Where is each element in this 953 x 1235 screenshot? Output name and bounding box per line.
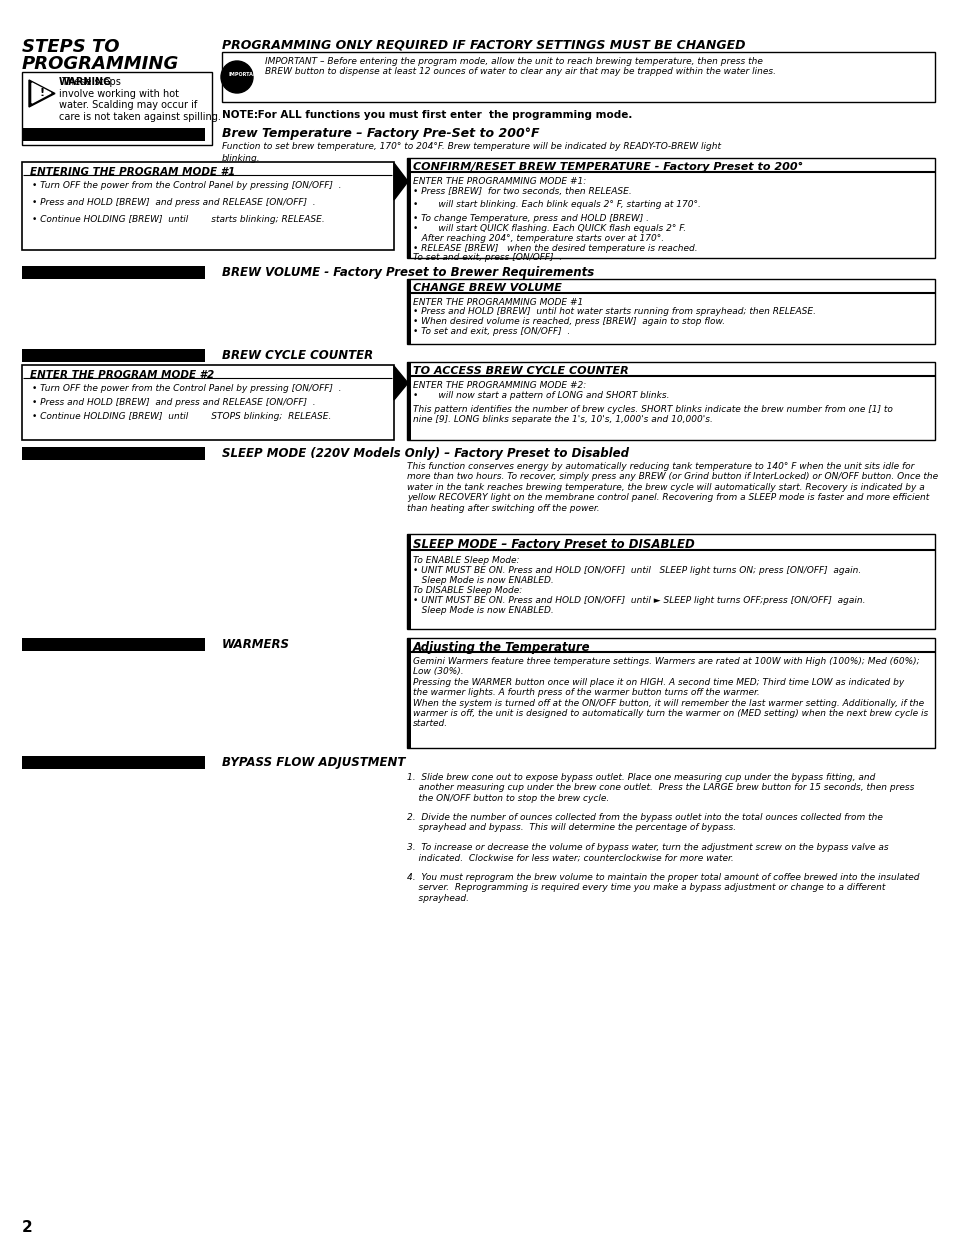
- Text: This pattern identifies the number of brew cycles. SHORT blinks indicate the bre: This pattern identifies the number of br…: [413, 405, 892, 414]
- Text: !: !: [40, 88, 45, 98]
- Text: Sleep Mode is now ENABLED.: Sleep Mode is now ENABLED.: [413, 606, 553, 615]
- Text: nine [9]. LONG blinks separate the 1's, 10's, 1,000's and 10,000's.: nine [9]. LONG blinks separate the 1's, …: [413, 415, 712, 424]
- Text: 1.  Slide brew cone out to expose bypass outlet. Place one measuring cup under t: 1. Slide brew cone out to expose bypass …: [407, 773, 913, 803]
- Text: STEPS TO: STEPS TO: [22, 38, 119, 56]
- Text: •       will start QUICK flashing. Each QUICK flash equals 2° F.: • will start QUICK flashing. Each QUICK …: [413, 224, 685, 233]
- Text: IMPORTANT: IMPORTANT: [229, 72, 261, 77]
- Text: • UNIT MUST BE ON. Press and HOLD [ON/OFF]  until   SLEEP light turns ON; press : • UNIT MUST BE ON. Press and HOLD [ON/OF…: [413, 566, 861, 576]
- Text: • Continue HOLDING [BREW]  until        STOPS blinking;  RELEASE.: • Continue HOLDING [BREW] until STOPS bl…: [32, 412, 331, 421]
- Text: Adjusting the Temperature: Adjusting the Temperature: [413, 641, 590, 655]
- Polygon shape: [394, 366, 408, 400]
- Text: To DISABLE Sleep Mode:: To DISABLE Sleep Mode:: [413, 585, 521, 595]
- Text: ENTER THE PROGRAM MODE #2: ENTER THE PROGRAM MODE #2: [30, 370, 214, 380]
- Text: •       will start blinking. Each blink equals 2° F, starting at 170°.: • will start blinking. Each blink equals…: [413, 200, 700, 209]
- Text: SLEEP MODE (220V Models Only) – Factory Preset to Disabled: SLEEP MODE (220V Models Only) – Factory …: [222, 447, 628, 459]
- Bar: [22, 350, 205, 362]
- Text: • Press and HOLD [BREW]  until hot water starts running from sprayhead; then REL: • Press and HOLD [BREW] until hot water …: [413, 308, 815, 316]
- Text: CONFIRM/RESET BREW TEMPERATURE - Factory Preset to 200°: CONFIRM/RESET BREW TEMPERATURE - Factory…: [413, 162, 802, 172]
- Text: • Press and HOLD [BREW]  and press and RELEASE [ON/OFF]  .: • Press and HOLD [BREW] and press and RE…: [32, 398, 315, 408]
- Text: • To set and exit, press [ON/OFF]  .: • To set and exit, press [ON/OFF] .: [413, 327, 570, 336]
- Text: • Press [BREW]  for two seconds, then RELEASE.: • Press [BREW] for two seconds, then REL…: [413, 186, 631, 196]
- Bar: [407, 279, 411, 345]
- Text: NOTE:: NOTE:: [222, 110, 257, 120]
- Bar: [407, 534, 934, 629]
- Text: PROGRAMMING: PROGRAMMING: [22, 56, 179, 73]
- Text: This function conserves energy by automatically reducing tank temperature to 140: This function conserves energy by automa…: [407, 462, 937, 513]
- Text: Gemini Warmers feature three temperature settings. Warmers are rated at 100W wit: Gemini Warmers feature three temperature…: [413, 657, 927, 729]
- Text: • Press and HOLD [BREW]  and press and RELEASE [ON/OFF]  .: • Press and HOLD [BREW] and press and RE…: [32, 198, 315, 207]
- Text: After reaching 204°, temperature starts over at 170°.: After reaching 204°, temperature starts …: [413, 233, 663, 243]
- Text: 2.  Divide the number of ounces collected from the bypass outlet into the total : 2. Divide the number of ounces collected…: [407, 813, 882, 832]
- Bar: [407, 362, 411, 440]
- Text: • Turn OFF the power from the Control Panel by pressing [ON/OFF]  .: • Turn OFF the power from the Control Pa…: [32, 182, 341, 190]
- Text: blinking.: blinking.: [222, 154, 260, 163]
- Text: • To change Temperature, press and HOLD [BREW] .: • To change Temperature, press and HOLD …: [413, 214, 648, 224]
- Text: Sleep Mode is now ENABLED.: Sleep Mode is now ENABLED.: [413, 576, 553, 585]
- Bar: [407, 638, 411, 748]
- Text: Brew Temperature – Factory Pre-Set to 200°F: Brew Temperature – Factory Pre-Set to 20…: [222, 127, 539, 140]
- Bar: [22, 447, 205, 459]
- Bar: [22, 638, 205, 651]
- Text: 2: 2: [22, 1220, 32, 1235]
- Bar: [22, 72, 212, 144]
- Text: ENTER THE PROGRAMMING MODE #1:: ENTER THE PROGRAMMING MODE #1:: [413, 177, 586, 186]
- Bar: [22, 756, 205, 769]
- Text: TO ACCESS BREW CYCLE COUNTER: TO ACCESS BREW CYCLE COUNTER: [413, 366, 628, 375]
- Polygon shape: [394, 163, 408, 200]
- Bar: [407, 158, 934, 258]
- Polygon shape: [29, 80, 55, 107]
- Polygon shape: [32, 83, 51, 103]
- Circle shape: [221, 61, 253, 93]
- Text: 3.  To increase or decrease the volume of bypass water, turn the adjustment scre: 3. To increase or decrease the volume of…: [407, 844, 887, 862]
- Bar: [407, 638, 934, 748]
- Text: • When desired volume is reached, press [BREW]  again to stop flow.: • When desired volume is reached, press …: [413, 317, 724, 326]
- Text: These steps
involve working with hot
water. Scalding may occur if
care is not ta: These steps involve working with hot wat…: [59, 77, 221, 122]
- Text: WARMERS: WARMERS: [222, 638, 290, 651]
- Text: 4.  You must reprogram the brew volume to maintain the proper total amount of co: 4. You must reprogram the brew volume to…: [407, 873, 919, 903]
- Text: • Continue HOLDING [BREW]  until        starts blinking; RELEASE.: • Continue HOLDING [BREW] until starts b…: [32, 215, 324, 224]
- Text: • Turn OFF the power from the Control Panel by pressing [ON/OFF]  .: • Turn OFF the power from the Control Pa…: [32, 384, 341, 393]
- Text: BYPASS FLOW ADJUSTMENT: BYPASS FLOW ADJUSTMENT: [222, 756, 405, 769]
- Text: IMPORTANT – Before entering the program mode, allow the unit to reach brewing te: IMPORTANT – Before entering the program …: [265, 57, 775, 77]
- Text: ENTER THE PROGRAMMING MODE #2:: ENTER THE PROGRAMMING MODE #2:: [413, 382, 586, 390]
- Text: BREW VOLUME - Factory Preset to Brewer Requirements: BREW VOLUME - Factory Preset to Brewer R…: [222, 266, 594, 279]
- Text: ENTER THE PROGRAMMING MODE #1: ENTER THE PROGRAMMING MODE #1: [413, 298, 582, 308]
- Bar: [22, 366, 394, 440]
- Bar: [407, 158, 411, 258]
- Bar: [407, 362, 934, 440]
- Text: Function to set brew temperature, 170° to 204°F. Brew temperature will be indica: Function to set brew temperature, 170° t…: [222, 142, 720, 151]
- Bar: [222, 52, 934, 103]
- Text: For ALL functions you must first enter  the programming mode.: For ALL functions you must first enter t…: [253, 110, 632, 120]
- Text: ENTERING THE PROGRAM MODE #1: ENTERING THE PROGRAM MODE #1: [30, 167, 235, 177]
- Text: SLEEP MODE – Factory Preset to DISABLED: SLEEP MODE – Factory Preset to DISABLED: [413, 538, 694, 551]
- Bar: [22, 128, 205, 141]
- Text: PROGRAMMING ONLY REQUIRED IF FACTORY SETTINGS MUST BE CHANGED: PROGRAMMING ONLY REQUIRED IF FACTORY SET…: [222, 38, 744, 51]
- Bar: [22, 266, 205, 279]
- Bar: [22, 162, 394, 249]
- Text: BREW CYCLE COUNTER: BREW CYCLE COUNTER: [222, 350, 373, 362]
- Text: CHANGE BREW VOLUME: CHANGE BREW VOLUME: [413, 283, 561, 293]
- Text: WARNING: WARNING: [59, 77, 112, 86]
- Text: • RELEASE [BREW]   when the desired temperature is reached.: • RELEASE [BREW] when the desired temper…: [413, 245, 697, 253]
- Text: •       will now start a pattern of LONG and SHORT blinks.: • will now start a pattern of LONG and S…: [413, 391, 669, 400]
- Bar: [407, 534, 411, 629]
- Text: To ENABLE Sleep Mode:: To ENABLE Sleep Mode:: [413, 556, 519, 564]
- Text: • UNIT MUST BE ON. Press and HOLD [ON/OFF]  until ► SLEEP light turns OFF;press : • UNIT MUST BE ON. Press and HOLD [ON/OF…: [413, 597, 864, 605]
- Bar: [407, 279, 934, 345]
- Text: To set and exit, press [ON/OFF]  .: To set and exit, press [ON/OFF] .: [413, 253, 561, 262]
